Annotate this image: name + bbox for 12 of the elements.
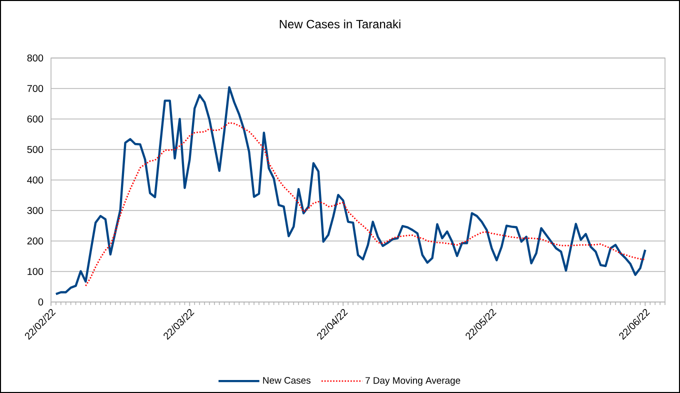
y-tick-label: 800 — [27, 54, 44, 62]
y-tick-label: 600 — [27, 115, 44, 123]
chart-title: New Cases in Taranaki — [280, 20, 400, 28]
y-tick-label: 400 — [27, 176, 44, 184]
legend-label: 7 Day Moving Average — [366, 376, 460, 386]
y-tick-label: 0 — [38, 298, 44, 306]
y-tick-label: 200 — [27, 237, 44, 245]
legend-label: New Cases — [263, 377, 310, 384]
y-tick-label: 700 — [27, 84, 44, 92]
y-tick-label: 100 — [28, 268, 44, 276]
y-tick-label: 500 — [27, 146, 44, 154]
y-tick-label: 300 — [27, 206, 44, 214]
